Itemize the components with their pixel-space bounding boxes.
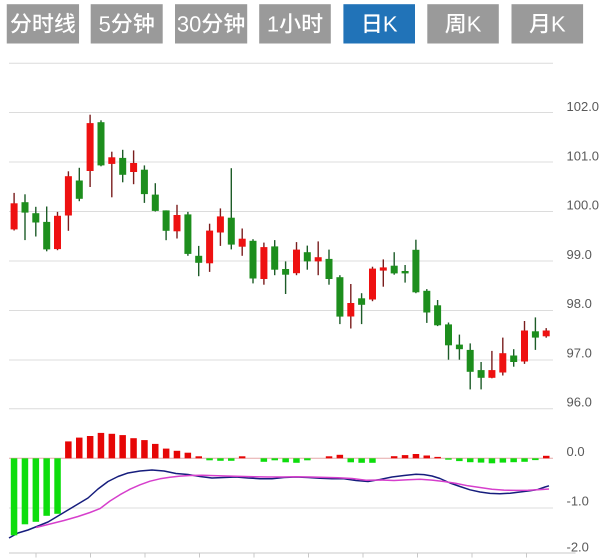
svg-text:-2.0: -2.0 bbox=[567, 540, 589, 555]
svg-text:98.0: 98.0 bbox=[567, 296, 592, 311]
svg-text:0.0: 0.0 bbox=[567, 444, 585, 459]
svg-text:102.0: 102.0 bbox=[567, 99, 600, 114]
svg-text:101.0: 101.0 bbox=[567, 149, 600, 164]
svg-text:96.0: 96.0 bbox=[567, 395, 592, 410]
svg-text:97.0: 97.0 bbox=[567, 346, 592, 361]
svg-text:-1.0: -1.0 bbox=[567, 494, 589, 509]
svg-text:100.0: 100.0 bbox=[567, 198, 600, 213]
svg-text:99.0: 99.0 bbox=[567, 247, 592, 262]
